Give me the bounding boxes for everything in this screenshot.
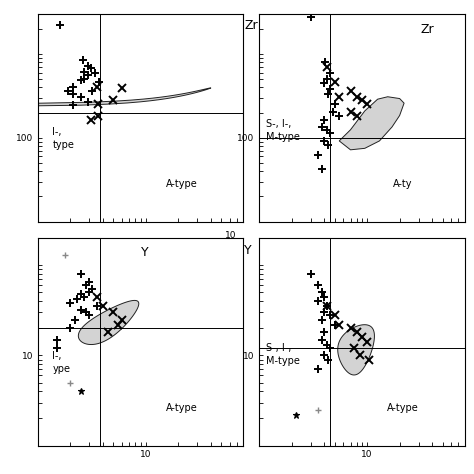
Text: S-, I-,
M-type: S-, I-, M-type [265, 343, 300, 365]
Polygon shape [0, 88, 211, 125]
Text: 10: 10 [225, 231, 237, 240]
Text: A-ty: A-ty [393, 179, 413, 189]
Text: Zr: Zr [421, 23, 434, 36]
Polygon shape [78, 301, 139, 345]
Text: I-,
type: I-, type [52, 128, 74, 150]
Text: A-type: A-type [387, 403, 419, 413]
Text: Zr: Zr [244, 19, 258, 32]
Text: Y: Y [244, 244, 252, 257]
Polygon shape [337, 325, 374, 375]
Text: S-, I-,
M-type: S-, I-, M-type [265, 119, 300, 142]
Text: A-type: A-type [165, 403, 197, 413]
Text: A-type: A-type [165, 179, 197, 189]
Text: Y: Y [141, 246, 148, 259]
Text: I-,
ype: I-, ype [52, 351, 70, 374]
Polygon shape [339, 97, 404, 150]
